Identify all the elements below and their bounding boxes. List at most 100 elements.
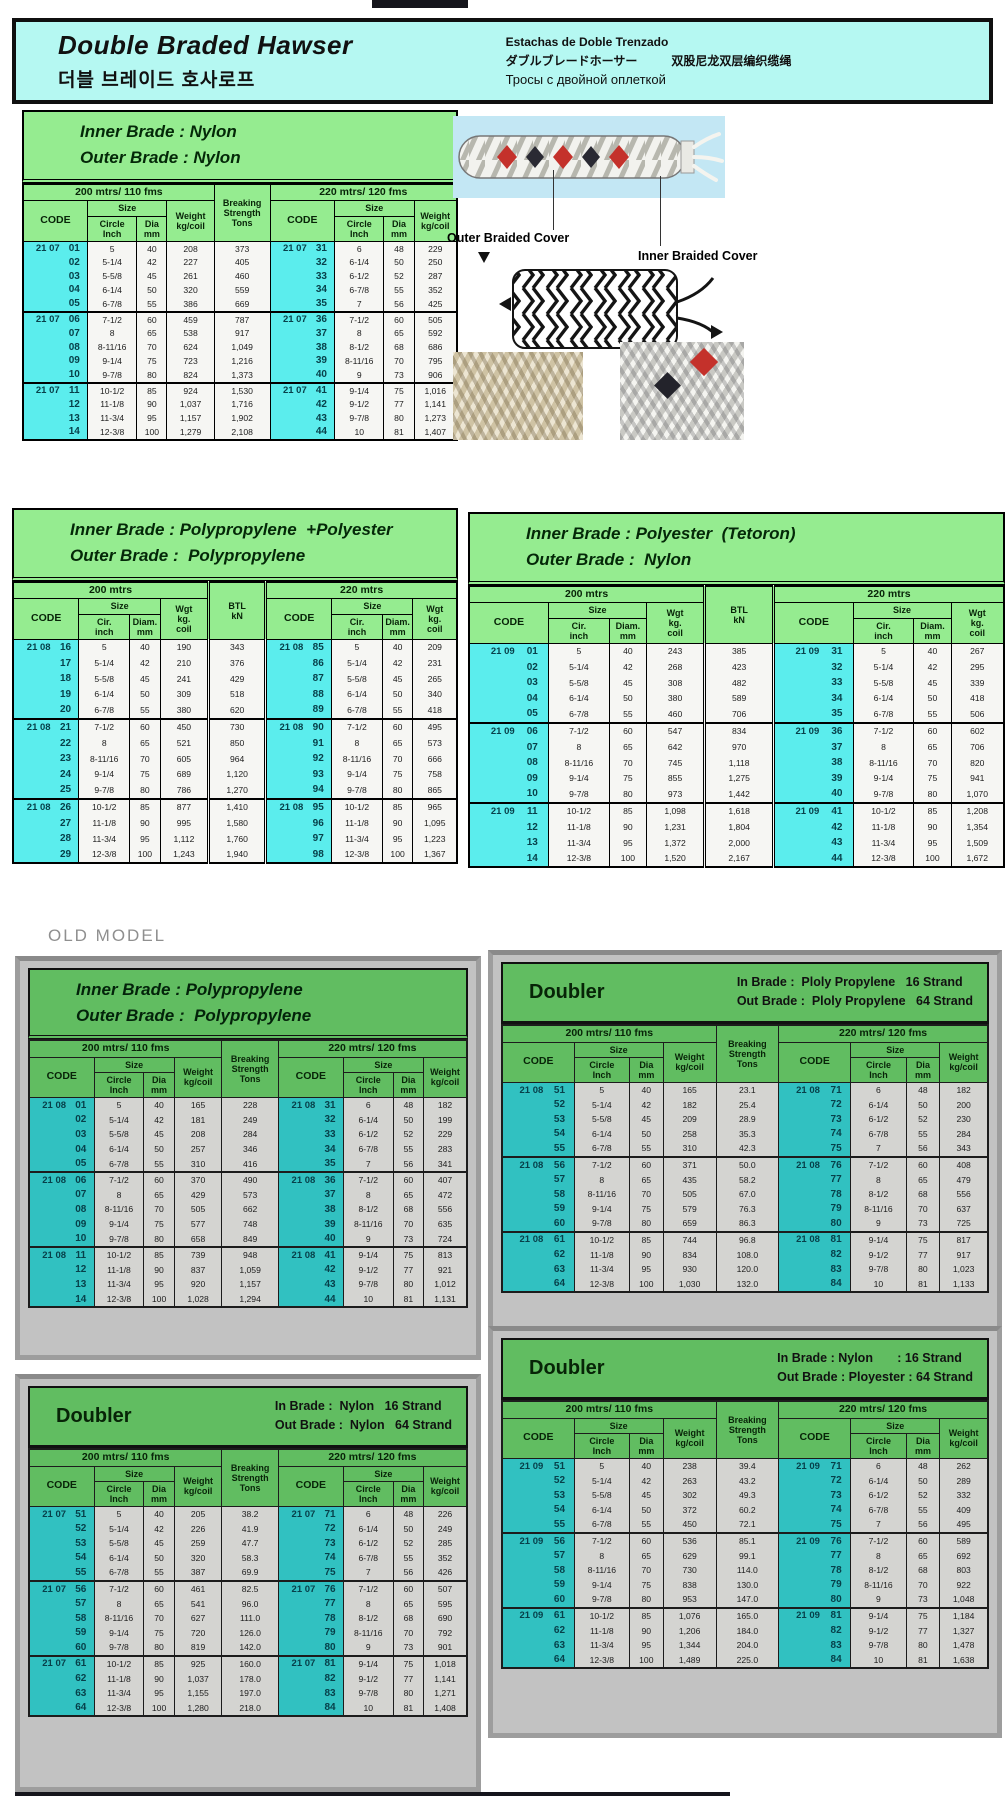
weight-header: Wgt kg. coil (159, 598, 210, 640)
data-cell: 289 (939, 1473, 989, 1488)
data-cell: 42 (628, 1097, 664, 1112)
data-cell: 689 (159, 766, 210, 783)
data-cell: 60 (143, 1579, 175, 1597)
data-cell: 6-7/8 (573, 1141, 630, 1157)
data-cell: 95 (128, 830, 161, 847)
data-cell: 5 (573, 1082, 630, 1098)
data-cell: 6-1/4 (93, 1141, 145, 1157)
data-cell: 12-3/8 (573, 1276, 630, 1293)
data-cell: 90 (913, 819, 952, 835)
code-prefix-cell (269, 296, 309, 312)
data-cell: 100 (628, 1276, 664, 1293)
code-prefix-cell (269, 326, 309, 341)
data-cell: 5-5/8 (573, 1487, 630, 1503)
doubler-specs: In Brade : Nylon : 16 Strand Out Brade : … (777, 1349, 973, 1388)
data-cell: 450 (159, 717, 210, 736)
code-suffix-cell: 03 (516, 674, 549, 691)
data-cell: 6 (334, 241, 385, 256)
code-suffix-cell: 36 (308, 310, 336, 327)
rope-table: 200 mtrs BTL kN 220 mtrs CODE Size Wgt kg. co… (468, 584, 1005, 868)
data-cell: 12-3/8 (547, 850, 610, 867)
code-suffix-cell: 71 (821, 1082, 852, 1098)
code-prefix-cell: 21 09 (778, 1458, 822, 1474)
code-suffix-cell: 73 (821, 1111, 852, 1127)
table-row: 57 8 65 541 96.0 77 8 65 595 (28, 1596, 468, 1611)
code-prefix-cell: 21 08 (265, 717, 306, 736)
code-prefix-cell: 21 08 (28, 1170, 69, 1188)
data-cell: 6-7/8 (573, 1517, 630, 1533)
data-cell: 6-7/8 (331, 702, 383, 719)
table-row: 21 09 51 5 40 238 39.4 21 09 71 6 48 262 (501, 1458, 989, 1474)
code-prefix-cell (778, 1276, 822, 1293)
dia-header: Diam. mm (913, 617, 952, 644)
data-cell: 85.1 (715, 1531, 780, 1549)
data-cell: 9-7/8 (86, 367, 138, 383)
data-cell: 865 (412, 782, 458, 799)
data-cell: 1,059 (221, 1262, 279, 1278)
span-header-left: 200 mtrs/ 110 fms (28, 1448, 223, 1467)
data-cell: 7-1/2 (573, 1155, 630, 1173)
code-suffix-cell: 42 (821, 819, 854, 835)
code-suffix-cell: 31 (317, 1097, 344, 1113)
data-cell: 1,372 (645, 834, 706, 851)
data-cell: 9-7/8 (78, 782, 130, 799)
circle-header: Circle Inch (850, 1056, 907, 1083)
mid-column-header: BTL kN (703, 585, 776, 644)
code-suffix-cell: 82 (821, 1247, 852, 1262)
code-prefix-cell (28, 1625, 69, 1641)
data-cell: 90 (143, 1671, 175, 1686)
data-cell: 111.0 (221, 1610, 279, 1626)
data-cell: 35.3 (715, 1126, 780, 1142)
data-cell: 5-5/8 (93, 1127, 145, 1142)
data-cell: 205 (173, 1506, 223, 1522)
circle-header: Circle Inch (93, 1071, 145, 1098)
data-cell: 67.0 (715, 1186, 780, 1202)
table-row: 08 8-11/16 70 624 1,049 38 8-1/2 68 686 (22, 340, 458, 355)
data-cell: 953 (662, 1592, 717, 1608)
table-row: 64 12-3/8 100 1,030 132.0 84 10 81 1,133 (501, 1276, 989, 1293)
subtitle-asian-line: ダブルブレードホーサー 双股尼龙双层编织缆绳 (506, 54, 989, 70)
data-cell: 9-1/4 (93, 1625, 145, 1641)
data-cell: 6-1/2 (334, 269, 385, 284)
code-header: CODE (778, 1041, 852, 1083)
data-cell: 6-1/2 (342, 1535, 394, 1551)
data-cell: 75 (392, 1654, 425, 1672)
table-row: 13 11-3/4 95 920 1,157 43 9-7/8 80 1,012 (28, 1277, 468, 1292)
data-cell: 6-7/8 (547, 706, 610, 723)
data-cell: 460 (213, 269, 271, 284)
data-cell: 95 (628, 1261, 664, 1277)
data-cell: 227 (166, 255, 215, 270)
code-prefix-cell (501, 1186, 546, 1202)
data-cell: 5-1/4 (86, 255, 138, 270)
table-row: 19 6-1/4 50 309 518 88 6-1/4 50 340 (12, 686, 458, 703)
code-suffix-cell: 32 (821, 659, 854, 675)
code-prefix-cell: 21 08 (28, 1245, 69, 1263)
code-suffix-cell: 35 (821, 706, 854, 723)
data-cell: 225.0 (715, 1652, 780, 1669)
code-suffix-cell: 64 (545, 1276, 575, 1293)
data-cell: 40 (136, 241, 168, 256)
data-cell: 10-1/2 (852, 801, 915, 820)
data-cell: 45 (608, 674, 647, 691)
data-cell: 6-1/4 (342, 1112, 394, 1128)
data-cell: 238 (662, 1458, 717, 1474)
size-header: Size (573, 1041, 664, 1058)
data-cell: 373 (213, 241, 271, 256)
size-header: Size (93, 1465, 175, 1482)
data-cell: 964 (207, 750, 268, 767)
data-cell: 9-1/4 (852, 770, 915, 787)
data-cell: 423 (703, 659, 776, 675)
code-prefix-cell (269, 425, 309, 440)
data-cell: 165 (173, 1097, 223, 1113)
data-cell: 6-7/8 (86, 296, 138, 312)
data-cell: 165 (662, 1082, 717, 1098)
data-cell: 7-1/2 (78, 717, 130, 736)
data-cell: 226 (423, 1506, 468, 1522)
data-cell: 405 (213, 255, 271, 270)
data-cell: 50 (628, 1126, 664, 1142)
code-suffix-cell: 87 (305, 670, 333, 687)
code-prefix-cell (468, 786, 517, 803)
data-cell: 6-1/4 (342, 1521, 394, 1536)
data-cell: 52 (905, 1111, 941, 1127)
data-cell: 7-1/2 (86, 310, 138, 327)
